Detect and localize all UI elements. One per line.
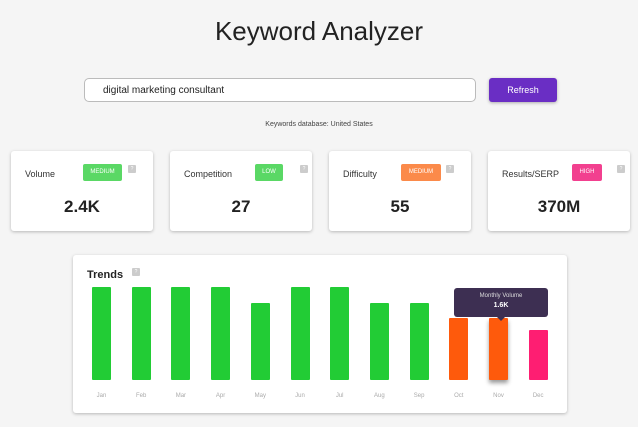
trends-card: Trends ? Jan Feb Mar Apr May Jun Jul Aug Sep Oct N… [73,255,567,413]
metric-card-difficulty: Difficulty MEDIUM ? 55 [329,151,471,231]
bar-mar[interactable] [171,287,191,380]
refresh-button[interactable]: Refresh [489,78,557,102]
tooltip: Monthly Volume 1.6K [454,288,548,321]
month-label: Jun [295,393,305,399]
metric-label: Difficulty [343,169,377,179]
bar-sep[interactable] [409,302,429,380]
metric-badge: LOW [255,164,283,181]
metric-label: Results/SERP [502,169,560,179]
month-label: Nov [493,393,504,399]
month-label: Jan [96,393,107,399]
bar-jun[interactable] [290,287,310,380]
month-label: Aug [374,393,385,399]
month-label: Apr [215,393,226,399]
tooltip-value: 1.6K [493,302,509,309]
month-label: May [254,393,266,399]
bar-aug[interactable] [369,302,389,380]
help-icon[interactable]: ? [132,268,140,276]
trends-title: Trends [87,269,124,281]
month-label: Feb [136,393,147,399]
metric-value: 55 [390,197,410,216]
month-label: Oct [454,393,464,399]
bar-jan[interactable] [92,287,111,380]
metric-label: Volume [25,169,56,179]
metric-card-results-serp: Results/SERP HIGH ? 370M [488,151,630,231]
page-title: Keyword Analyzer [214,16,424,46]
metric-badge: MEDIUM [401,164,441,181]
keyword-search-input[interactable] [84,78,476,102]
month-label: Mar [175,393,187,399]
tooltip-label: Monthly Volume [479,293,523,299]
metric-badge: MEDIUM [83,164,122,181]
help-icon[interactable]: ? [128,165,136,173]
month-label: Jul [335,393,344,399]
month-label: Dec [532,393,544,399]
bar-may[interactable] [250,302,270,380]
metric-card-competition: Competition LOW ? 27 [170,151,312,231]
bar-feb[interactable] [131,287,151,380]
metric-value: 2.4K [64,197,100,216]
bar-jul[interactable] [330,287,350,380]
metric-value: 27 [231,197,251,216]
help-icon[interactable]: ? [617,165,625,173]
metric-badge: HIGH [572,164,602,181]
help-icon[interactable]: ? [446,165,454,173]
bar-oct[interactable] [449,318,469,380]
metric-value: 370M [537,197,581,216]
month-label: Sep [413,393,425,399]
metric-card-volume: Volume MEDIUM ? 2.4K [11,151,153,231]
bar-dec[interactable] [528,329,548,380]
database-label: Keywords database: United States [265,121,373,128]
help-icon[interactable]: ? [300,165,308,173]
bar-nov[interactable] [489,318,508,380]
metric-label: Competition [184,169,233,179]
bar-apr[interactable] [211,287,231,380]
